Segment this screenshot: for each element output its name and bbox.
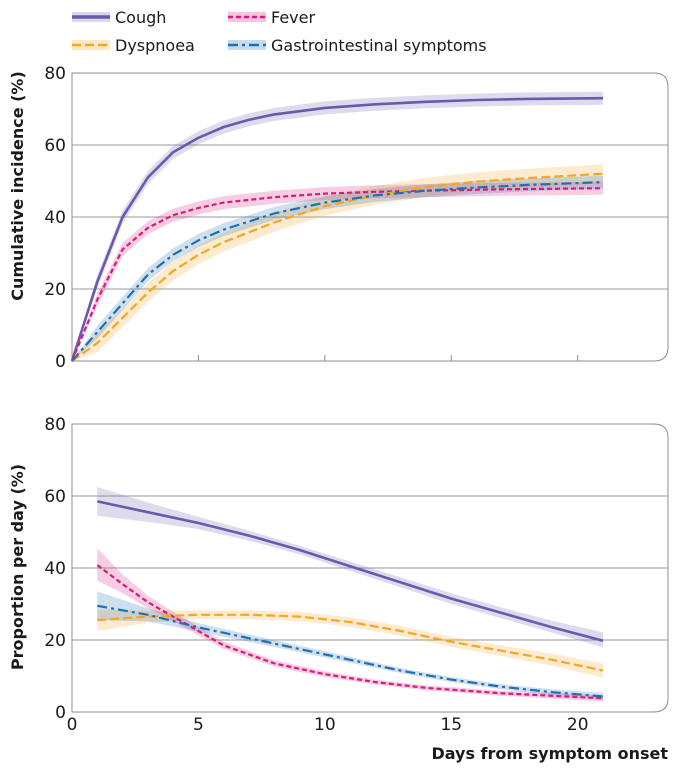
x-axis-title: Days from symptom onset — [431, 744, 668, 763]
panel-proportion-per-day: 0204060800510152025 — [44, 415, 669, 735]
series-line-fever — [70, 187, 604, 362]
series-line-fever — [96, 564, 604, 700]
x-tick-label: 10 — [314, 715, 336, 735]
series-line-dyspnoea — [71, 172, 604, 362]
legend-label-gastrointestinal-symptoms: Gastrointestinal symptoms — [271, 36, 487, 55]
y-tick-label: 40 — [44, 208, 66, 228]
series-line-cough — [97, 500, 604, 642]
y-tick-label: 40 — [44, 559, 66, 579]
y-tick-label: 80 — [44, 415, 66, 435]
legend-label-dyspnoea: Dyspnoea — [115, 36, 195, 55]
legend-swatch-band-gastrointestinal-symptoms — [228, 40, 266, 50]
y-tick-label: 20 — [44, 631, 66, 651]
plot-frame — [71, 72, 669, 362]
y-axis-title-bottom: Proportion per day (%) — [8, 464, 27, 670]
x-tick-label: 5 — [193, 715, 204, 735]
x-tick-label: 0 — [67, 715, 78, 735]
legend-label-fever: Fever — [271, 8, 315, 27]
ci-band-gastrointestinal-symptoms — [97, 591, 604, 701]
plot-frame — [71, 423, 669, 713]
y-tick-label: 80 — [44, 64, 66, 84]
series-line-cough — [70, 96, 604, 362]
y-tick-label: 60 — [44, 487, 66, 507]
panel-cumulative-incidence: 0 20 40 60 80 — [44, 64, 669, 372]
legend: Cough Fever Dyspnoea Gastrointestinal sympt… — [72, 8, 487, 55]
series-line-gastrointestinal-symptoms — [97, 604, 604, 698]
series-line-dyspnoea — [97, 613, 604, 672]
x-tick-label: 20 — [567, 715, 589, 735]
y-tick-label: 0 — [55, 352, 66, 372]
y-axis-title-top: Cumulative incidence (%) — [8, 71, 27, 301]
y-tick-label: 20 — [44, 280, 66, 300]
y-tick-label: 0 — [55, 703, 66, 723]
legend-label-cough: Cough — [115, 8, 166, 27]
y-tick-label: 60 — [44, 136, 66, 156]
x-tick-label: 15 — [440, 715, 462, 735]
